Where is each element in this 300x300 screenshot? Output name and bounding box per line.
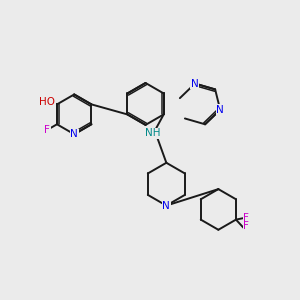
Text: F: F: [243, 221, 249, 231]
Text: F: F: [44, 125, 50, 135]
Text: NH: NH: [145, 128, 160, 138]
Text: N: N: [216, 105, 224, 115]
Text: F: F: [243, 213, 249, 223]
Text: N: N: [191, 79, 199, 88]
Text: HO: HO: [40, 97, 56, 107]
Text: N: N: [70, 129, 78, 139]
Text: N: N: [163, 201, 170, 211]
